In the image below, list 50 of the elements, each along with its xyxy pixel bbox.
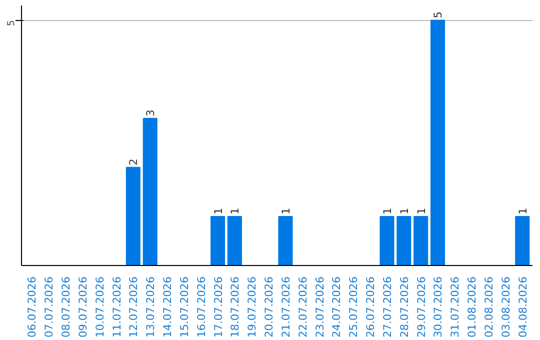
x-tick-label: 27.07.2026 bbox=[380, 276, 394, 338]
x-tick-label: 17.07.2026 bbox=[212, 276, 225, 338]
x-tick-label: 31.07.2026 bbox=[448, 276, 462, 338]
bar bbox=[210, 216, 226, 266]
x-tick-label: 23.07.2026 bbox=[313, 276, 326, 338]
x-tick-label: 14.07.2026 bbox=[161, 276, 174, 338]
bar bbox=[380, 216, 394, 266]
x-tick-label: 13.07.2026 bbox=[144, 276, 158, 338]
bar bbox=[396, 216, 412, 266]
x-tick-label: 07.07.2026 bbox=[42, 276, 56, 338]
x-tick-label: 09.07.2026 bbox=[76, 276, 90, 338]
bar bbox=[142, 118, 158, 266]
x-tick-label: 08.07.2026 bbox=[59, 276, 72, 338]
x-tick-label: 11.07.2026 bbox=[110, 276, 124, 338]
x-tick-label: 19.07.2026 bbox=[246, 276, 259, 338]
x-tick-label: 06.07.2026 bbox=[26, 276, 39, 338]
x-tick-label: 30.07.2026 bbox=[432, 276, 445, 338]
data-label: 3 bbox=[144, 110, 158, 116]
bar bbox=[430, 20, 446, 266]
x-tick-label: 21.07.2026 bbox=[279, 276, 292, 338]
data-label: 1 bbox=[398, 208, 411, 214]
data-label: 1 bbox=[279, 208, 292, 214]
x-tick-label: 02.08.2026 bbox=[482, 276, 496, 338]
data-label: 1 bbox=[380, 208, 394, 214]
bar bbox=[126, 166, 140, 266]
data-label: 1 bbox=[212, 208, 225, 214]
data-label: 5 bbox=[432, 11, 445, 18]
x-tick-label: 22.07.2026 bbox=[296, 276, 310, 338]
data-label: 2 bbox=[127, 158, 140, 166]
x-tick-label: 25.07.2026 bbox=[347, 276, 360, 338]
x-tick-label: 26.07.2026 bbox=[364, 276, 378, 338]
x-tick-label: 29.07.2026 bbox=[414, 276, 428, 338]
bar bbox=[227, 216, 242, 266]
x-tick-label: 24.07.2026 bbox=[330, 276, 344, 338]
x-tick-label: 01.08.2026 bbox=[466, 276, 479, 338]
x-tick-label: 28.07.2026 bbox=[398, 276, 411, 338]
x-tick-label: 20.07.2026 bbox=[262, 276, 276, 338]
bar bbox=[414, 216, 428, 266]
x-tick-label: 10.07.2026 bbox=[93, 276, 106, 338]
x-tick-label: 16.07.2026 bbox=[194, 276, 208, 338]
x-tick-label: 18.07.2026 bbox=[228, 276, 242, 338]
x-tick-label: 03.08.2026 bbox=[499, 276, 512, 338]
data-label: 1 bbox=[516, 208, 530, 214]
data-label: 1 bbox=[414, 208, 428, 214]
bar bbox=[278, 216, 293, 266]
x-tick-label: 15.07.2026 bbox=[178, 276, 191, 338]
data-label: 1 bbox=[228, 208, 242, 214]
x-tick-label: 12.07.2026 bbox=[127, 276, 140, 338]
x-tick-label: 04.08.2026 bbox=[516, 276, 530, 338]
bar bbox=[515, 216, 530, 266]
